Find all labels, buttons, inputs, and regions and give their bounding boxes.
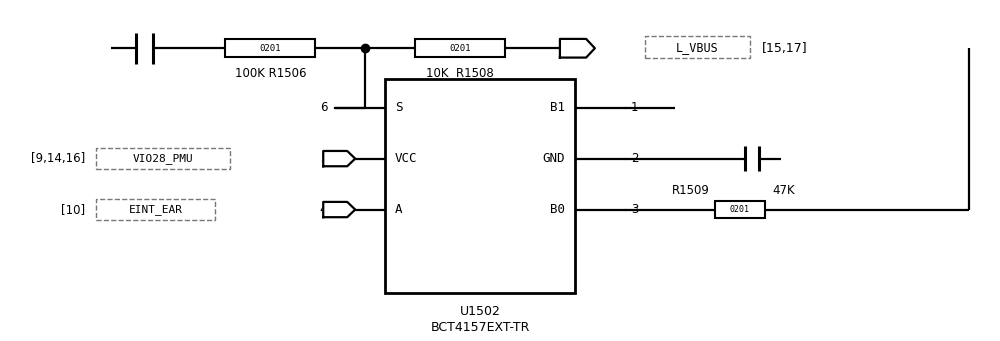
Bar bbox=[715, 202, 765, 218]
Text: 100K R1506: 100K R1506 bbox=[235, 67, 306, 80]
Text: EINT_EAR: EINT_EAR bbox=[128, 204, 182, 215]
Bar bbox=[225, 40, 315, 57]
Text: 0201: 0201 bbox=[730, 205, 750, 214]
Text: [15,17]: [15,17] bbox=[762, 42, 807, 55]
Text: 4: 4 bbox=[320, 203, 327, 216]
Text: VIO28_PMU: VIO28_PMU bbox=[133, 153, 193, 164]
Text: 5: 5 bbox=[320, 152, 327, 165]
Text: 0201: 0201 bbox=[449, 44, 471, 53]
Text: B0: B0 bbox=[550, 203, 565, 216]
Polygon shape bbox=[323, 151, 355, 166]
Text: U1502: U1502 bbox=[460, 305, 500, 318]
Text: [10]: [10] bbox=[61, 203, 86, 216]
Bar bbox=[96, 199, 215, 220]
Bar bbox=[645, 36, 750, 58]
Text: 1: 1 bbox=[631, 101, 638, 114]
Text: B1: B1 bbox=[550, 101, 565, 114]
Text: S: S bbox=[395, 101, 403, 114]
Text: VCC: VCC bbox=[395, 152, 418, 165]
Bar bbox=[415, 40, 505, 57]
Text: 47K: 47K bbox=[773, 184, 795, 197]
Text: 10K  R1508: 10K R1508 bbox=[426, 67, 494, 80]
Polygon shape bbox=[323, 202, 355, 217]
Text: [9,14,16]: [9,14,16] bbox=[31, 152, 86, 165]
Bar bbox=[385, 79, 575, 293]
Text: 0201: 0201 bbox=[260, 44, 281, 53]
Text: A: A bbox=[395, 203, 403, 216]
Text: 2: 2 bbox=[631, 152, 638, 165]
Polygon shape bbox=[560, 39, 595, 58]
Text: BCT4157EXT-TR: BCT4157EXT-TR bbox=[430, 321, 530, 333]
Text: GND: GND bbox=[542, 152, 565, 165]
Bar bbox=[96, 148, 230, 169]
Text: R1509: R1509 bbox=[672, 184, 710, 197]
Text: L_VBUS: L_VBUS bbox=[676, 41, 719, 54]
Text: 6: 6 bbox=[320, 101, 327, 114]
Text: 3: 3 bbox=[631, 203, 638, 216]
